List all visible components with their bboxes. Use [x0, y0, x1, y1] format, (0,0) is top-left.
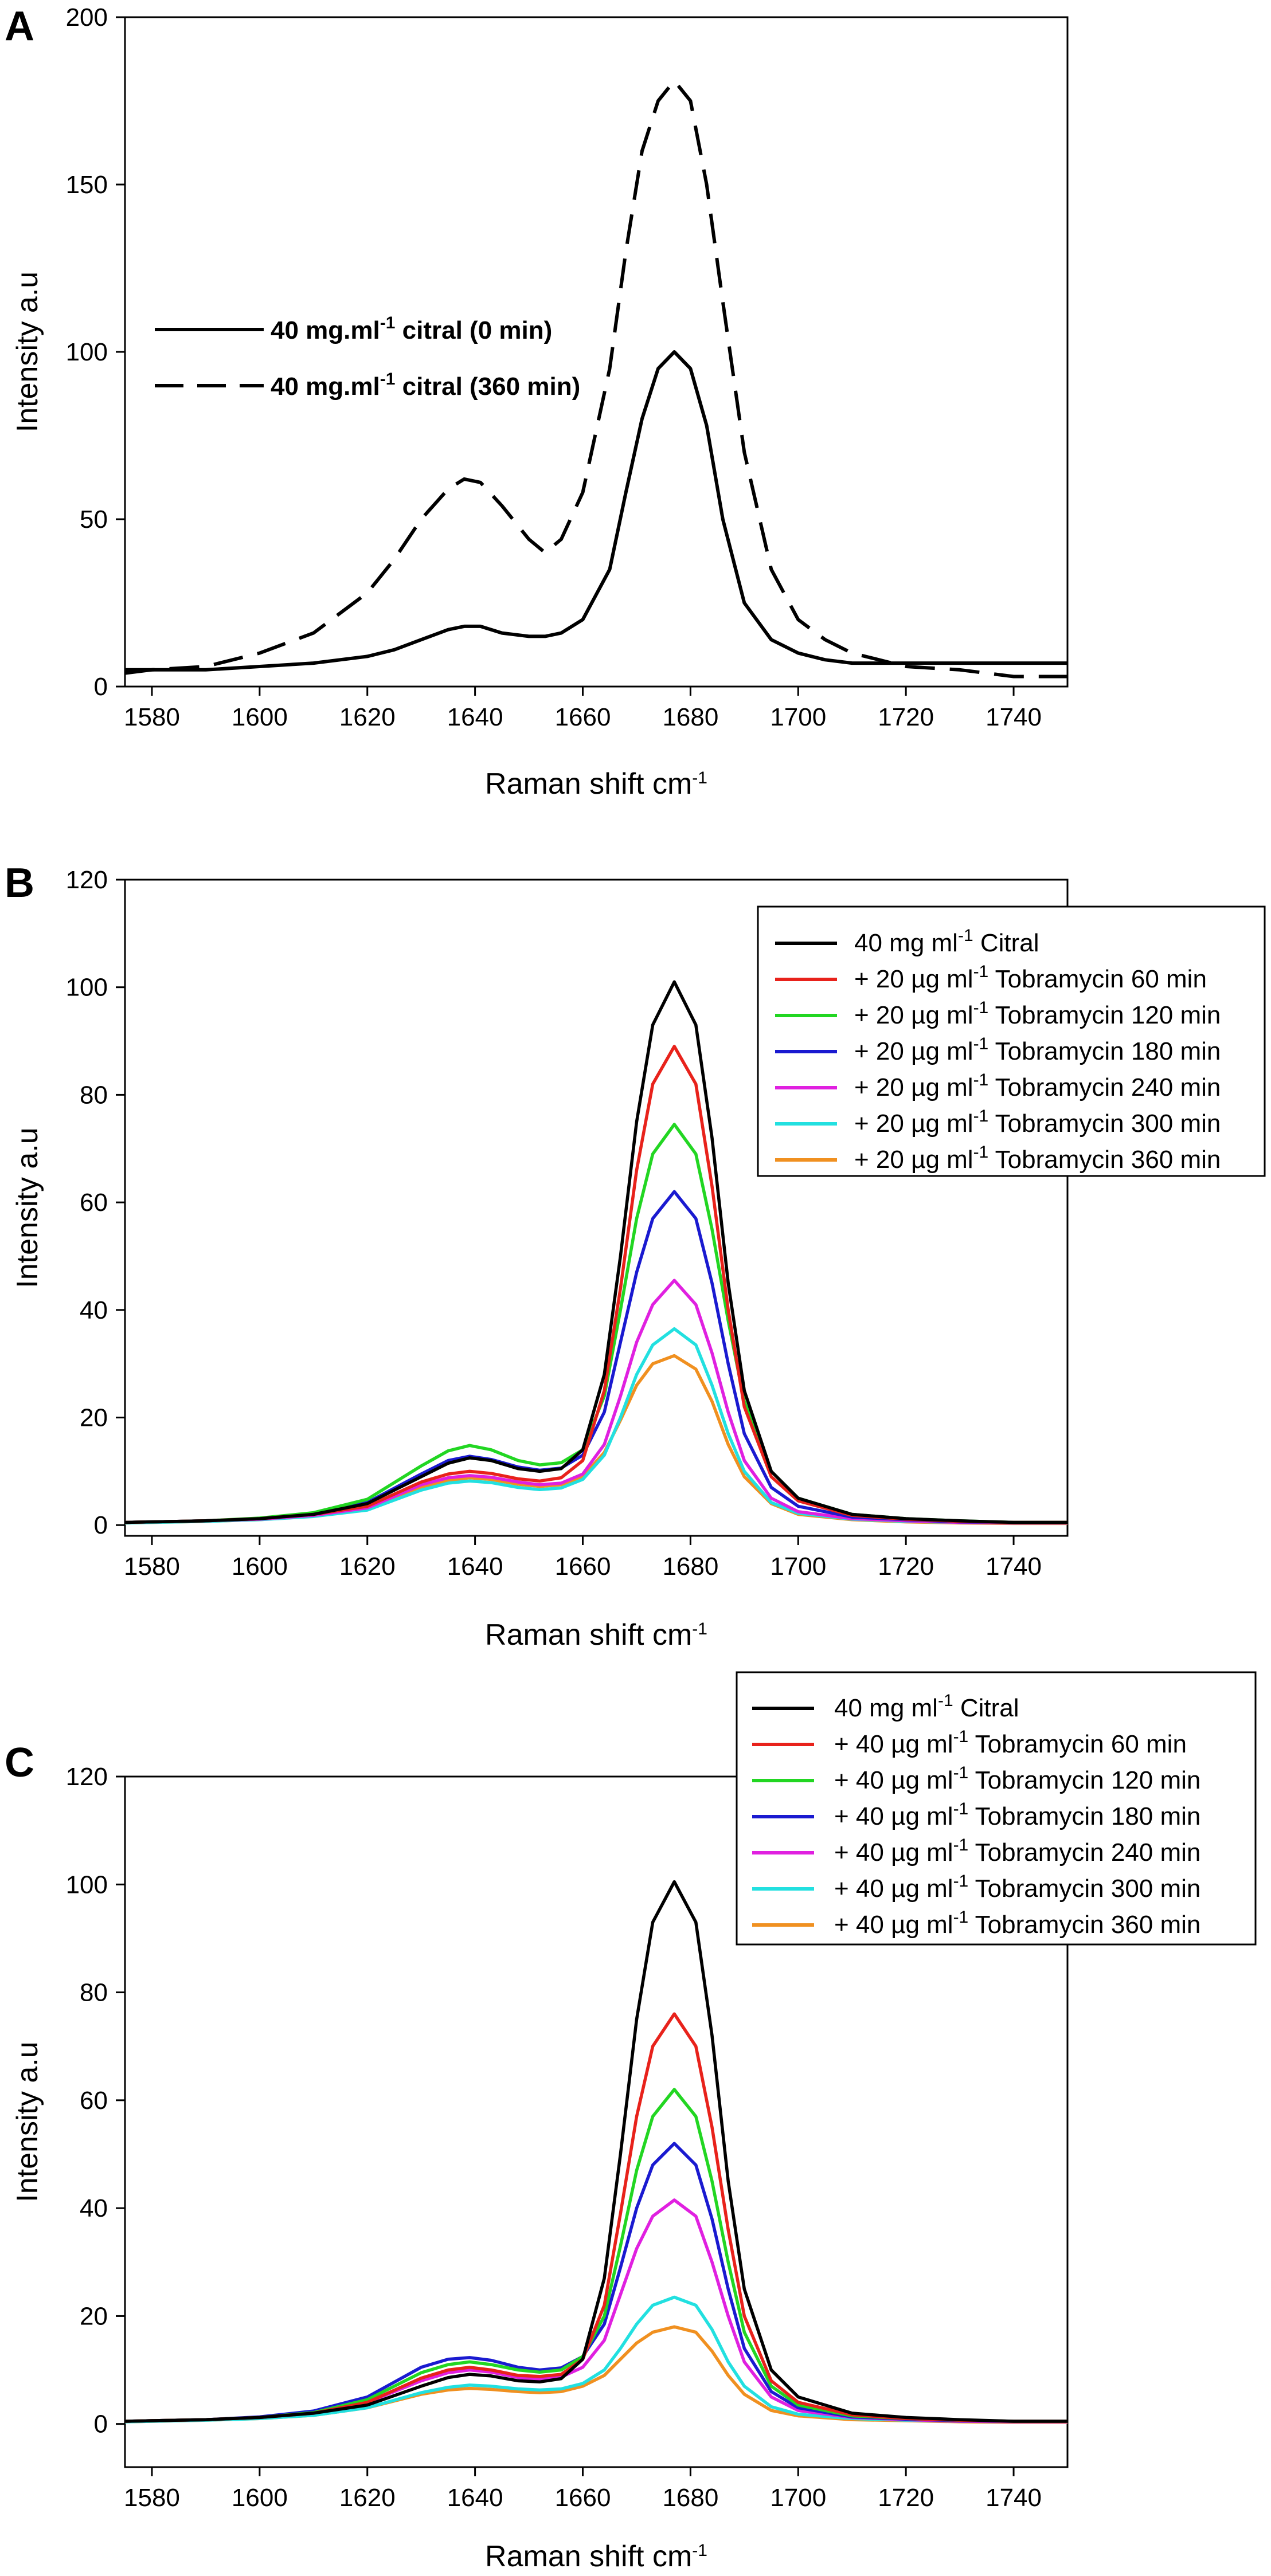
x-tick-label: 1580 — [124, 703, 180, 731]
y-tick-label: 100 — [66, 338, 108, 366]
series-line-7 — [125, 1354, 1067, 1526]
legend-label: 40 mg.ml-1 citral (360 min) — [271, 370, 580, 401]
legend: 40 mg ml-1 Citral + 40 µg ml-1 Tobramycin… — [736, 1671, 1257, 1946]
x-tick-label: 1700 — [770, 703, 826, 731]
x-tick-label: 1680 — [662, 703, 718, 731]
y-tick-label: 20 — [80, 1404, 108, 1432]
x-tick-label: 1700 — [770, 2484, 826, 2512]
y-tick-label: 60 — [80, 1189, 108, 1217]
legend: 40 mg.ml-1 citral (0 min) 40 mg.ml-1 citr… — [155, 313, 580, 401]
legend-label: + 20 µg ml-1 Tobramycin 120 min — [854, 998, 1221, 1029]
y-tick-label: 120 — [66, 866, 108, 894]
series-line-2 — [125, 79, 1067, 679]
y-tick-label: 120 — [66, 1763, 108, 1791]
x-tick-label: 1640 — [447, 2484, 503, 2512]
y-tick-label: 80 — [80, 1081, 108, 1109]
series-line-1 — [125, 350, 1067, 672]
series-group — [125, 980, 1067, 1526]
x-tick-label: 1720 — [878, 1552, 934, 1581]
legend-label: + 40 µg ml-1 Tobramycin 180 min — [834, 1799, 1200, 1830]
y-tick-label: 100 — [66, 1871, 108, 1899]
x-axis-title: Raman shift cm-1 — [485, 767, 707, 801]
y-tick-label: 80 — [80, 1979, 108, 2007]
x-tick-label: 1680 — [662, 2484, 718, 2512]
x-tick-label: 1640 — [447, 703, 503, 731]
legend-label: + 20 µg ml-1 Tobramycin 300 min — [854, 1107, 1221, 1138]
panel-letter: A — [5, 3, 34, 49]
legend-label: 40 mg ml-1 Citral — [854, 926, 1039, 957]
x-tick-label: 1740 — [985, 2484, 1042, 2512]
y-tick-label: 40 — [80, 1296, 108, 1324]
legend-label: + 40 µg ml-1 Tobramycin 300 min — [834, 1872, 1200, 1903]
x-tick-label: 1660 — [555, 2484, 611, 2512]
y-tick-label: 20 — [80, 2302, 108, 2330]
y-tick-label: 0 — [94, 673, 108, 701]
series-line-6 — [125, 2295, 1067, 2424]
series-line-1 — [125, 1880, 1067, 2423]
legend-label: 40 mg.ml-1 citral (0 min) — [271, 313, 552, 344]
x-tick-label: 1620 — [339, 1552, 396, 1581]
x-tick-label: 1660 — [555, 1552, 611, 1581]
x-tick-label: 1580 — [124, 1552, 180, 1581]
legend-label: + 40 µg ml-1 Tobramycin 60 min — [834, 1727, 1187, 1758]
x-tick-label: 1620 — [339, 2484, 396, 2512]
x-tick-label: 1620 — [339, 703, 396, 731]
series-group — [125, 1880, 1067, 2424]
plot-frame — [124, 1775, 1069, 2468]
x-tick-label: 1740 — [985, 703, 1042, 731]
legend-box — [736, 1671, 1257, 1946]
y-axis-title: Intensity a.u — [11, 1127, 44, 1288]
x-tick-label: 1720 — [878, 2484, 934, 2512]
legend-label: + 40 µg ml-1 Tobramycin 360 min — [834, 1908, 1200, 1939]
series-line-2 — [125, 1045, 1067, 1524]
series-line-2 — [125, 2012, 1067, 2423]
legend-label: + 20 µg ml-1 Tobramycin 60 min — [854, 962, 1207, 993]
plot-frame — [124, 16, 1069, 688]
x-tick-label: 1740 — [985, 1552, 1042, 1581]
x-axis-title: Raman shift cm-1 — [485, 2540, 707, 2573]
panel-letter: C — [5, 1740, 34, 1786]
series-line-4 — [125, 2142, 1067, 2423]
x-tick-label: 1600 — [232, 1552, 288, 1581]
series-line-3 — [125, 2088, 1067, 2423]
y-tick-label: 50 — [80, 505, 108, 534]
panel-a: A 1580 1600 1620 1640 1660 1680 1700 1720 1740 0 50… — [5, 3, 1069, 801]
legend: 40 mg ml-1 Citral + 20 µg ml-1 Tobramycin… — [757, 905, 1266, 1177]
x-tick-label: 1640 — [447, 1552, 503, 1581]
panel-b: B 1580 1600 1620 1640 1660 1680 1700 1720 1740 0 20… — [5, 860, 1266, 1652]
y-tick-label: 40 — [80, 2194, 108, 2222]
legend-label: + 40 µg ml-1 Tobramycin 240 min — [834, 1836, 1200, 1867]
y-tick-label: 150 — [66, 171, 108, 199]
legend-label: + 40 µg ml-1 Tobramycin 120 min — [834, 1763, 1200, 1794]
y-axis-title: Intensity a.u — [11, 2041, 44, 2202]
x-tick-label: 1660 — [555, 703, 611, 731]
legend-label: + 20 µg ml-1 Tobramycin 180 min — [854, 1034, 1221, 1065]
series-line-4 — [125, 1190, 1067, 1524]
x-tick-label: 1600 — [232, 2484, 288, 2512]
x-axis-title: Raman shift cm-1 — [485, 1618, 707, 1652]
y-axis-title: Intensity a.u — [11, 272, 44, 432]
y-tick-label: 100 — [66, 974, 108, 1002]
x-tick-label: 1680 — [662, 1552, 718, 1581]
panel-c: C 1580 1600 1620 1640 1660 1680 1700 1720 1740 0 20… — [5, 1671, 1257, 2573]
series-line-1 — [125, 980, 1067, 1524]
legend-label: + 20 µg ml-1 Tobramycin 360 min — [854, 1143, 1221, 1174]
series-group — [125, 79, 1067, 679]
legend-box — [757, 905, 1266, 1177]
x-tick-label: 1700 — [770, 1552, 826, 1581]
panel-letter: B — [5, 860, 34, 906]
y-tick-label: 0 — [94, 1511, 108, 1539]
x-tick-label: 1720 — [878, 703, 934, 731]
plot-frame — [124, 879, 1069, 1537]
y-tick-label: 60 — [80, 2087, 108, 2115]
legend-label: + 20 µg ml-1 Tobramycin 240 min — [854, 1071, 1221, 1101]
x-tick-label: 1600 — [232, 703, 288, 731]
y-tick-label: 0 — [94, 2410, 108, 2438]
y-tick-label: 200 — [66, 3, 108, 32]
x-tick-label: 1580 — [124, 2484, 180, 2512]
legend-label: 40 mg ml-1 Citral — [834, 1691, 1019, 1722]
